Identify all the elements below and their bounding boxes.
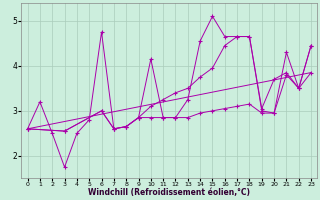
X-axis label: Windchill (Refroidissement éolien,°C): Windchill (Refroidissement éolien,°C) bbox=[88, 188, 250, 197]
